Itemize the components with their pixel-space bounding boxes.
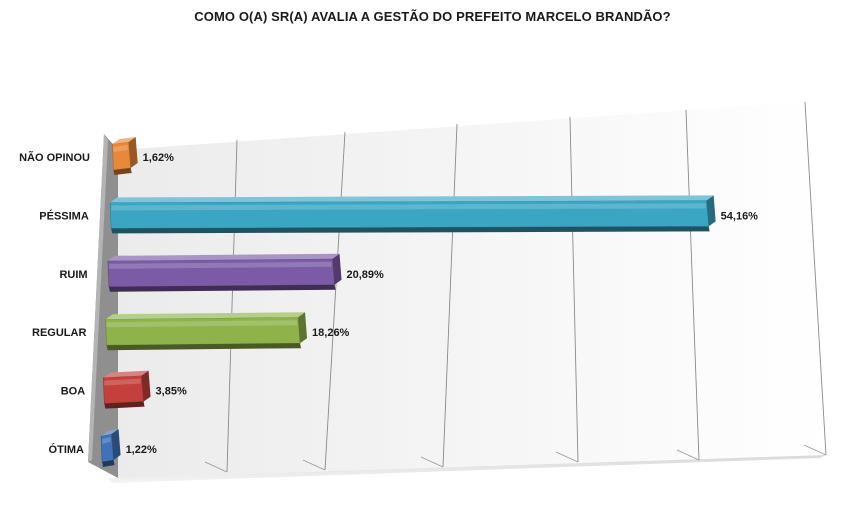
bar-top bbox=[103, 370, 149, 378]
gridline-floor bbox=[420, 456, 444, 468]
bar-1 bbox=[109, 195, 716, 234]
bar-4 bbox=[103, 370, 151, 409]
bar-highlight bbox=[106, 320, 298, 328]
value-label: 20,89% bbox=[347, 269, 385, 281]
gridline bbox=[804, 101, 827, 456]
category-label: REGULAR bbox=[32, 327, 86, 339]
value-label: 3,85% bbox=[156, 386, 187, 398]
gridline bbox=[442, 123, 458, 468]
bar-5 bbox=[100, 429, 121, 467]
value-label: 54,16% bbox=[721, 210, 759, 222]
gridline-floor bbox=[302, 459, 326, 471]
bar-highlight bbox=[111, 203, 706, 211]
bar-top bbox=[105, 312, 306, 320]
bar-shadow bbox=[108, 284, 336, 292]
plot-floor bbox=[108, 455, 826, 483]
bar-2 bbox=[107, 253, 342, 292]
gridline bbox=[569, 116, 579, 463]
bar-top bbox=[101, 429, 119, 436]
category-label: BOA bbox=[61, 386, 86, 398]
gridline-floor bbox=[204, 461, 228, 473]
bar-shadow bbox=[104, 401, 145, 409]
gridline bbox=[685, 109, 700, 461]
value-label: 1,62% bbox=[143, 152, 174, 164]
gridline-floor bbox=[555, 451, 579, 463]
chart-title: COMO O(A) SR(A) AVALIA A GESTÃO DO PREFE… bbox=[194, 9, 671, 24]
gridline-floor bbox=[803, 444, 827, 456]
category-label: RUIM bbox=[59, 269, 87, 281]
bar-3 bbox=[105, 312, 308, 351]
bar-highlight bbox=[108, 261, 332, 269]
value-label: 18,26% bbox=[312, 327, 350, 339]
value-label: 1,22% bbox=[126, 444, 157, 456]
bar-shadow bbox=[106, 343, 302, 351]
bar-end bbox=[706, 195, 716, 227]
bar-highlight bbox=[102, 437, 111, 444]
category-label: PÉSSIMA bbox=[39, 209, 89, 222]
gridline-floor bbox=[676, 449, 700, 461]
bar-end bbox=[111, 429, 121, 460]
bar-end bbox=[141, 370, 151, 402]
bar-highlight bbox=[104, 378, 141, 386]
bar-shadow bbox=[111, 226, 710, 234]
category-label: NÃO OPINOU bbox=[19, 151, 90, 164]
gridline bbox=[324, 131, 346, 471]
gridline bbox=[226, 139, 238, 473]
bar-top bbox=[107, 253, 340, 261]
bar-top bbox=[112, 137, 136, 144]
bar-highlight bbox=[113, 145, 128, 152]
bar-end bbox=[298, 312, 308, 344]
bar-end bbox=[128, 137, 138, 168]
plot-side-wall-shade bbox=[88, 134, 108, 462]
bar-top bbox=[110, 195, 714, 203]
category-label: ÓTIMA bbox=[49, 443, 84, 456]
bar-0 bbox=[112, 137, 138, 175]
bar-shadow bbox=[102, 460, 115, 467]
bar-end bbox=[332, 253, 342, 285]
bar-shadow bbox=[113, 168, 132, 175]
